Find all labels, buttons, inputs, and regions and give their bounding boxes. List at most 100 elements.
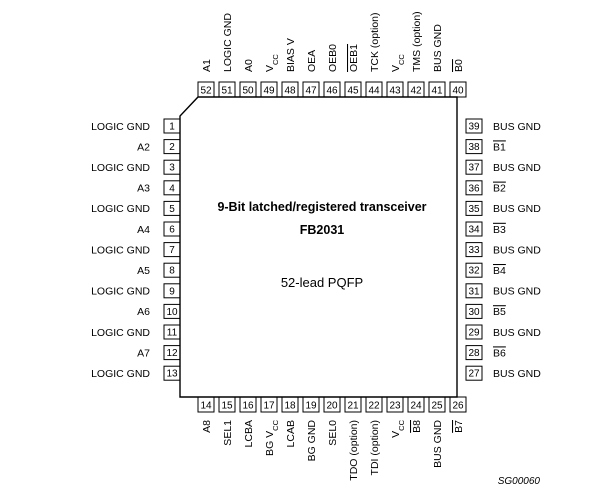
pin-box-37 xyxy=(465,159,483,175)
pin-label-23: VCC xyxy=(390,419,406,437)
pin-number-47: 47 xyxy=(305,86,317,97)
pin-label-51: LOGIC GND xyxy=(222,13,234,72)
pin-box-35 xyxy=(465,200,483,216)
pin-box-27 xyxy=(465,365,483,381)
pin-number-16: 16 xyxy=(242,401,254,412)
pin-label-39: BUS GND xyxy=(493,121,541,133)
pin-label-5: LOGIC GND xyxy=(91,203,150,215)
pin-number-27: 27 xyxy=(468,369,480,380)
pin-label-12: A7 xyxy=(137,347,150,359)
pin-number-1: 1 xyxy=(169,122,175,133)
pin-label-10: A6 xyxy=(137,306,150,318)
pin-label-43: VCC xyxy=(390,54,406,72)
pin-number-13: 13 xyxy=(166,369,178,380)
pin-box-39 xyxy=(465,118,483,134)
pin-number-2: 2 xyxy=(169,142,175,153)
pin-number-33: 33 xyxy=(468,245,480,256)
pin-number-44: 44 xyxy=(368,86,380,97)
pin-label-20: SEL0 xyxy=(327,420,339,446)
pin-label-26: B7 xyxy=(453,420,465,433)
pin-label-33: BUS GND xyxy=(493,244,541,256)
pin-number-18: 18 xyxy=(284,401,296,412)
pin-label-8: A5 xyxy=(137,265,150,277)
pin-number-25: 25 xyxy=(431,401,443,412)
pin-label-37: BUS GND xyxy=(493,162,541,174)
pin-number-41: 41 xyxy=(431,86,443,97)
pin-label-11: LOGIC GND xyxy=(91,327,150,339)
pin-label-44: TCK (option) xyxy=(369,12,381,72)
pin-number-21: 21 xyxy=(347,401,359,412)
pins-layer: 1 LOGIC GND 2 A2 3 LOGIC GND 4 A3 5 LOGIC GND 6 A4 7… xyxy=(91,11,541,480)
pin-number-17: 17 xyxy=(263,401,275,412)
pin-label-31: BUS GND xyxy=(493,286,541,298)
pin-label-4: A3 xyxy=(137,183,150,195)
pin-label-21: TDO (option) xyxy=(348,420,360,481)
pin-box-26 xyxy=(449,396,467,413)
pin-label-40: B0 xyxy=(453,59,465,72)
pin-number-6: 6 xyxy=(169,225,175,236)
pin-label-42: TMS (option) xyxy=(411,11,423,72)
pin-label-24: B8 xyxy=(411,420,423,433)
pin-number-9: 9 xyxy=(169,286,175,297)
pin-number-24: 24 xyxy=(410,401,422,412)
pin-label-34: B3 xyxy=(493,224,506,236)
pin-label-49: VCC xyxy=(264,54,280,72)
pin-label-32: B4 xyxy=(493,265,506,277)
pin-number-31: 31 xyxy=(468,286,480,297)
pin-number-52: 52 xyxy=(200,86,212,97)
pin-box-36 xyxy=(465,180,483,196)
pin-number-51: 51 xyxy=(221,86,233,97)
chip-package: 52-lead PQFP xyxy=(281,275,363,290)
chip-part-number: FB2031 xyxy=(300,223,345,237)
pin-number-22: 22 xyxy=(368,401,380,412)
pin-label-3: LOGIC GND xyxy=(91,162,150,174)
pin-label-41: BUS GND xyxy=(432,24,444,72)
pin-label-15: SEL1 xyxy=(222,420,234,446)
pin-number-39: 39 xyxy=(468,122,480,133)
pin-number-26: 26 xyxy=(452,401,464,412)
pin-label-48: BIAS V xyxy=(285,38,297,72)
pin-number-7: 7 xyxy=(169,245,175,256)
pin-number-40: 40 xyxy=(452,86,464,97)
pin-number-42: 42 xyxy=(410,86,422,97)
pin-box-32 xyxy=(465,262,483,278)
pin-label-29: BUS GND xyxy=(493,327,541,339)
pin-number-50: 50 xyxy=(242,86,254,97)
pin-number-19: 19 xyxy=(305,401,317,412)
pin-number-11: 11 xyxy=(167,328,178,339)
pin-label-50: A0 xyxy=(243,59,255,72)
pin-label-52: A1 xyxy=(201,59,213,72)
pin-number-37: 37 xyxy=(468,163,480,174)
pin-box-33 xyxy=(465,242,483,258)
pin-number-49: 49 xyxy=(263,86,275,97)
pin-box-28 xyxy=(465,345,483,361)
pin-label-13: LOGIC GND xyxy=(91,368,150,380)
pin-number-4: 4 xyxy=(169,183,175,194)
pin-label-22: TDI (option) xyxy=(369,420,381,475)
pin-label-6: A4 xyxy=(137,224,150,236)
pin-number-3: 3 xyxy=(169,163,175,174)
pin-label-1: LOGIC GND xyxy=(91,121,150,133)
pin-number-23: 23 xyxy=(389,401,401,412)
pin-label-45: OEB1 xyxy=(348,44,360,72)
pin-number-38: 38 xyxy=(468,142,480,153)
pin-number-34: 34 xyxy=(468,225,480,236)
pin-number-15: 15 xyxy=(221,401,233,412)
pin-label-30: B5 xyxy=(493,306,506,318)
pin-box-34 xyxy=(465,221,483,237)
pin-number-48: 48 xyxy=(284,86,296,97)
pin-label-9: LOGIC GND xyxy=(91,286,150,298)
pin-box-30 xyxy=(465,303,483,319)
pin-label-2: A2 xyxy=(137,141,150,153)
pin-label-28: B6 xyxy=(493,347,506,359)
chip-body xyxy=(179,96,458,398)
pin-number-43: 43 xyxy=(389,86,401,97)
pin-box-29 xyxy=(465,324,483,340)
pin-number-12: 12 xyxy=(166,348,178,359)
chip-title: 9-Bit latched/registered transceiver xyxy=(217,200,426,214)
pin-label-36: B2 xyxy=(493,183,506,195)
pin-number-14: 14 xyxy=(200,401,212,412)
pin-number-30: 30 xyxy=(468,307,480,318)
pin-label-47: OEA xyxy=(306,50,318,72)
